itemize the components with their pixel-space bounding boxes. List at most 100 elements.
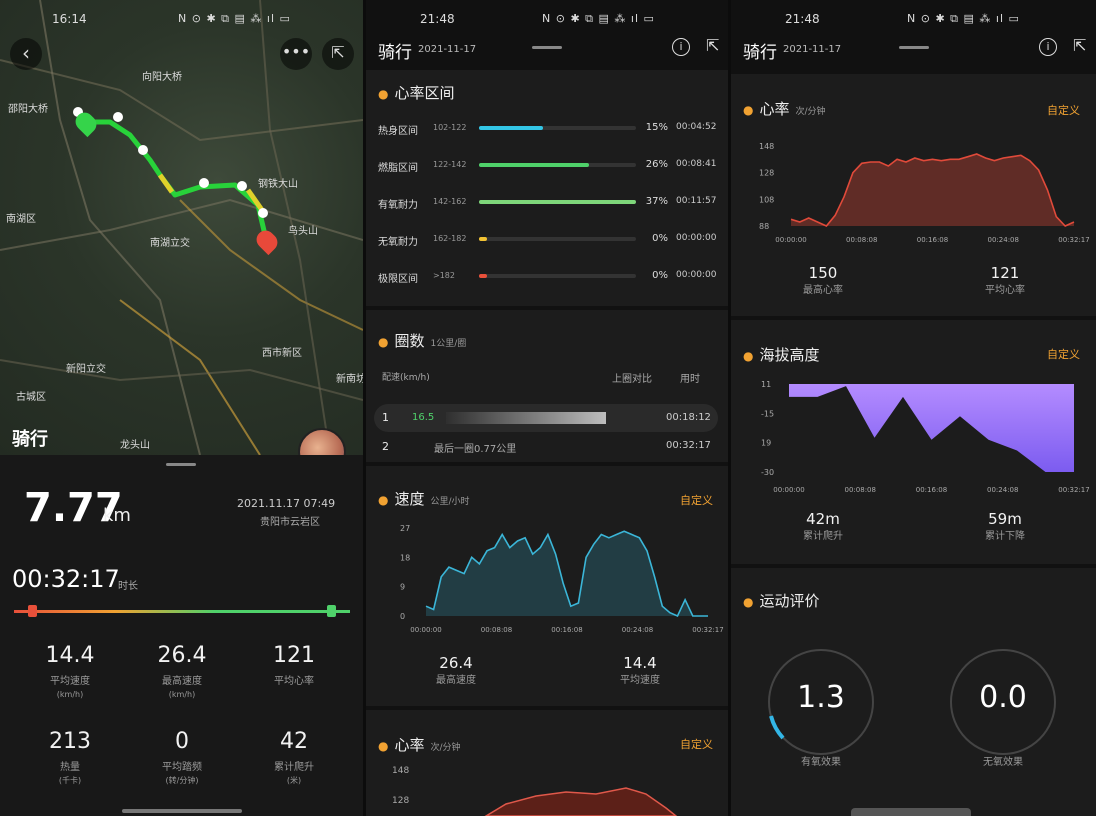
hr-zone-row: 燃脂区间 122-142 26% 00:08:41: [378, 157, 718, 174]
share-icon[interactable]: ⇱: [322, 38, 354, 70]
collapse-handle[interactable]: [532, 46, 562, 49]
lap-row[interactable]: 2 最后一圈0.77公里 00:32:17: [374, 436, 718, 458]
x-tick-label: 00:00:00: [775, 236, 806, 244]
hr-zone-title-text: 心率区间: [394, 84, 455, 102]
y-tick-label: 18: [400, 553, 410, 562]
lap-pace: 最后一圈0.77公里: [434, 444, 517, 455]
stat-value: 0: [175, 729, 189, 754]
lap-pace: 16.5: [412, 412, 435, 423]
y-tick-label: -30: [761, 468, 774, 477]
zone-fill: [479, 126, 543, 130]
share-icon[interactable]: ⇱: [706, 36, 720, 55]
map-title: 骑行: [12, 429, 48, 450]
location: 贵阳市云岩区: [260, 517, 320, 528]
stat-value: 42: [280, 729, 308, 754]
y-tick: 148: [392, 766, 410, 776]
anaerobic-gauge-ring: [950, 649, 1056, 755]
stat-label: 平均心率: [274, 676, 314, 687]
intensity-start-marker: [28, 605, 37, 617]
altitude-down-value: 59m: [988, 510, 1022, 528]
detail-panel-2: 21:48 N ⊙ ✱ ⧉ ▤ ⁂ ıl ▭ 骑行 2021-11-17 i ⇱…: [731, 0, 1096, 816]
zone-percent: 15%: [645, 122, 668, 133]
y-tick-label: 88: [759, 222, 769, 231]
altitude-card: ● 海拔高度 自定义 11 -15 19 -30 00:00:00 00:08:08 00:1…: [731, 320, 1096, 564]
heart-rate-custom-button[interactable]: 自定义: [1047, 104, 1080, 117]
page-date: 2021-11-17: [418, 44, 477, 55]
zone-time: 00:11:57: [676, 196, 717, 206]
info-icon[interactable]: i: [672, 38, 690, 56]
y-tick-label: -15: [761, 409, 774, 418]
zone-name: 有氧耐力: [378, 200, 418, 211]
drag-handle[interactable]: [166, 463, 196, 466]
speed-custom-button[interactable]: 自定义: [680, 494, 713, 507]
y-tick-label: 128: [759, 169, 774, 178]
heart-rate-avg-value: 121: [990, 264, 1020, 282]
status-icons: N ⊙ ✱ ⧉ ▤ ⁂ ıl ▭: [907, 12, 1020, 25]
x-tick-label: 00:00:00: [410, 626, 441, 634]
heart-rate-max-label: 最高心率: [803, 285, 843, 296]
heart-rate-avg-label: 平均心率: [985, 285, 1025, 296]
summary-panel: 邵阳大桥 向阳大桥 钢铁大山 南湖区 南湖立交 鸟头山 西市新区 新阳立交 新南…: [0, 0, 363, 816]
status-time: 16:14: [52, 12, 87, 26]
altitude-up-value: 42m: [806, 510, 840, 528]
back-icon[interactable]: ‹: [10, 38, 42, 70]
stat-label: 最高速度: [162, 676, 202, 687]
stat-label: 累计爬升: [274, 762, 314, 773]
zone-range: 102-122: [433, 123, 467, 132]
laps-col-time: 用时: [680, 374, 700, 385]
laps-col-pace: 配速(km/h): [382, 373, 430, 383]
y-tick-label: 148: [759, 142, 774, 151]
evaluation-card: ● 运动评价 1.3 0.0 有氧效果 无氧效果: [731, 568, 1096, 816]
stat-value: 213: [49, 729, 91, 754]
zone-percent: 26%: [645, 159, 668, 170]
page-title: 骑行: [378, 43, 412, 63]
laps-card: ● 圈数 1公里/圈 配速(km/h) 上圈对比 用时 1 16.5 00:18:1…: [366, 310, 728, 462]
date-time: 2021.11.17 07:49: [237, 497, 336, 510]
evaluation-title-text: 运动评价: [759, 592, 820, 610]
bottom-control[interactable]: [851, 808, 971, 816]
zone-range: >182: [433, 271, 455, 280]
x-tick-label: 00:00:00: [773, 486, 804, 494]
map-view[interactable]: 邵阳大桥 向阳大桥 钢铁大山 南湖区 南湖立交 鸟头山 西市新区 新阳立交 新南…: [0, 0, 363, 476]
x-tick-label: 00:16:08: [916, 486, 947, 494]
x-tick-label: 00:24:08: [987, 486, 1018, 494]
stat-value: 26.4: [157, 643, 207, 668]
altitude-chart: 11 -15 19 -30 00:00:00 00:08:08 00:16:08 00:24:…: [761, 380, 1090, 494]
zone-range: 162-182: [433, 234, 467, 243]
altitude-custom-button[interactable]: 自定义: [1047, 348, 1080, 361]
altitude-title: ● 海拔高度: [743, 346, 820, 364]
lap-row[interactable]: 1 16.5 00:18:12: [374, 404, 718, 432]
y-tick-label: 0: [400, 612, 405, 621]
evaluation-gauges: [768, 649, 1056, 755]
collapse-handle[interactable]: [899, 46, 929, 49]
duration-label: 时长: [118, 581, 138, 592]
zone-fill: [479, 200, 636, 204]
x-tick-label: 00:32:17: [692, 626, 723, 634]
x-tick-label: 00:32:17: [1058, 236, 1089, 244]
altitude-title-text: 海拔高度: [759, 346, 820, 364]
stat-unit: (千卡): [58, 776, 82, 785]
hr-custom-button[interactable]: 自定义: [680, 738, 713, 751]
share-icon[interactable]: ⇱: [1073, 36, 1087, 55]
hr-zone-row: 热身区间 102-122 15% 00:04:52: [378, 120, 718, 137]
stat-label: 热量: [60, 762, 80, 773]
heart-rate-chart: 148 128 108 88 00:00:00 00:08:08 00:16:08 00:24…: [759, 142, 1090, 244]
aerobic-value: 1.3: [797, 680, 845, 715]
heart-rate-area: [791, 154, 1074, 226]
zone-percent: 0%: [652, 233, 668, 244]
zone-range: 142-162: [433, 197, 467, 206]
hr-zone-title: ● 心率区间: [378, 84, 455, 102]
detail-panel-1: 21:48 N ⊙ ✱ ⧉ ▤ ⁂ ıl ▭ 骑行 2021-11-17 i ⇱…: [366, 0, 728, 816]
stat-value: 121: [273, 643, 315, 668]
more-icon[interactable]: •••: [280, 38, 312, 70]
altitude-area: [789, 384, 1074, 472]
speed-avg-value: 14.4: [623, 654, 657, 672]
intensity-end-marker: [327, 605, 336, 617]
altitude-up-label: 累计爬升: [803, 531, 843, 542]
home-indicator[interactable]: [122, 809, 242, 813]
duration-value: 00:32:17: [12, 565, 120, 593]
page-title: 骑行: [743, 43, 777, 63]
y-tick-label: 108: [759, 195, 774, 204]
map-label: 南湖立交: [150, 238, 190, 249]
info-icon[interactable]: i: [1039, 38, 1057, 56]
